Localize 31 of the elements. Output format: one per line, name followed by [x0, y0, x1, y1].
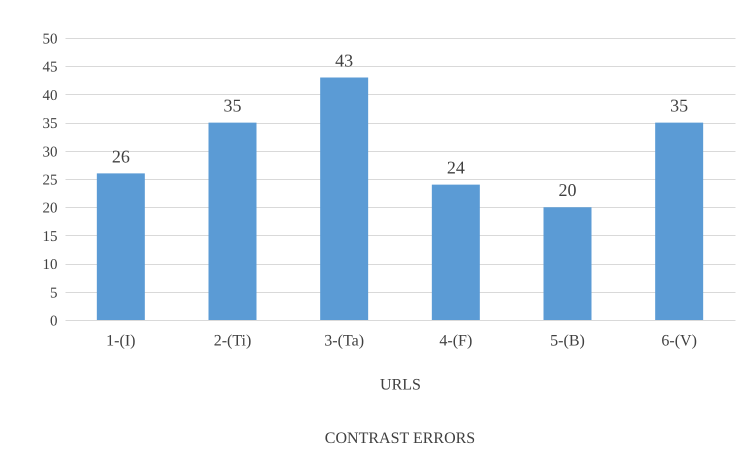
- y-tick-label: 45: [42, 60, 58, 76]
- y-tick-label: 0: [50, 314, 58, 330]
- y-tick-label: 40: [42, 88, 58, 104]
- x-tick-label: 4-(F): [439, 332, 472, 350]
- bar: [544, 207, 592, 320]
- bar: [432, 184, 480, 320]
- y-tick-label: 15: [42, 228, 58, 245]
- y-tick-label: 25: [42, 172, 58, 188]
- data-label: 24: [446, 158, 465, 178]
- data-label: 35: [670, 96, 688, 116]
- y-tick-label: 35: [42, 116, 58, 132]
- x-tick-label: 5-(B): [550, 332, 585, 350]
- bar: [208, 122, 256, 320]
- data-label: 20: [558, 180, 576, 200]
- x-tick-label: 6-(V): [661, 332, 697, 350]
- text: CONTRAST ERRORS: [324, 430, 476, 447]
- data-label: 26: [112, 146, 130, 166]
- x-tick-label: 1-(I): [106, 332, 136, 350]
- x-tick-label: 2-(Ti): [214, 332, 252, 350]
- y-tick-label: 5: [50, 285, 58, 302]
- x-axis-title: URLS: [380, 376, 421, 394]
- data-label: 35: [224, 96, 242, 116]
- data-label: 43: [335, 50, 354, 70]
- y-tick-label: 30: [42, 144, 58, 160]
- y-tick-label: 50: [42, 32, 58, 48]
- x-tick-label: 3-(Ta): [324, 332, 364, 350]
- bar: [655, 122, 704, 320]
- bar: [96, 173, 145, 320]
- y-tick-label: 10: [42, 257, 58, 274]
- y-tick-label: 20: [42, 200, 58, 217]
- bar: [320, 77, 368, 320]
